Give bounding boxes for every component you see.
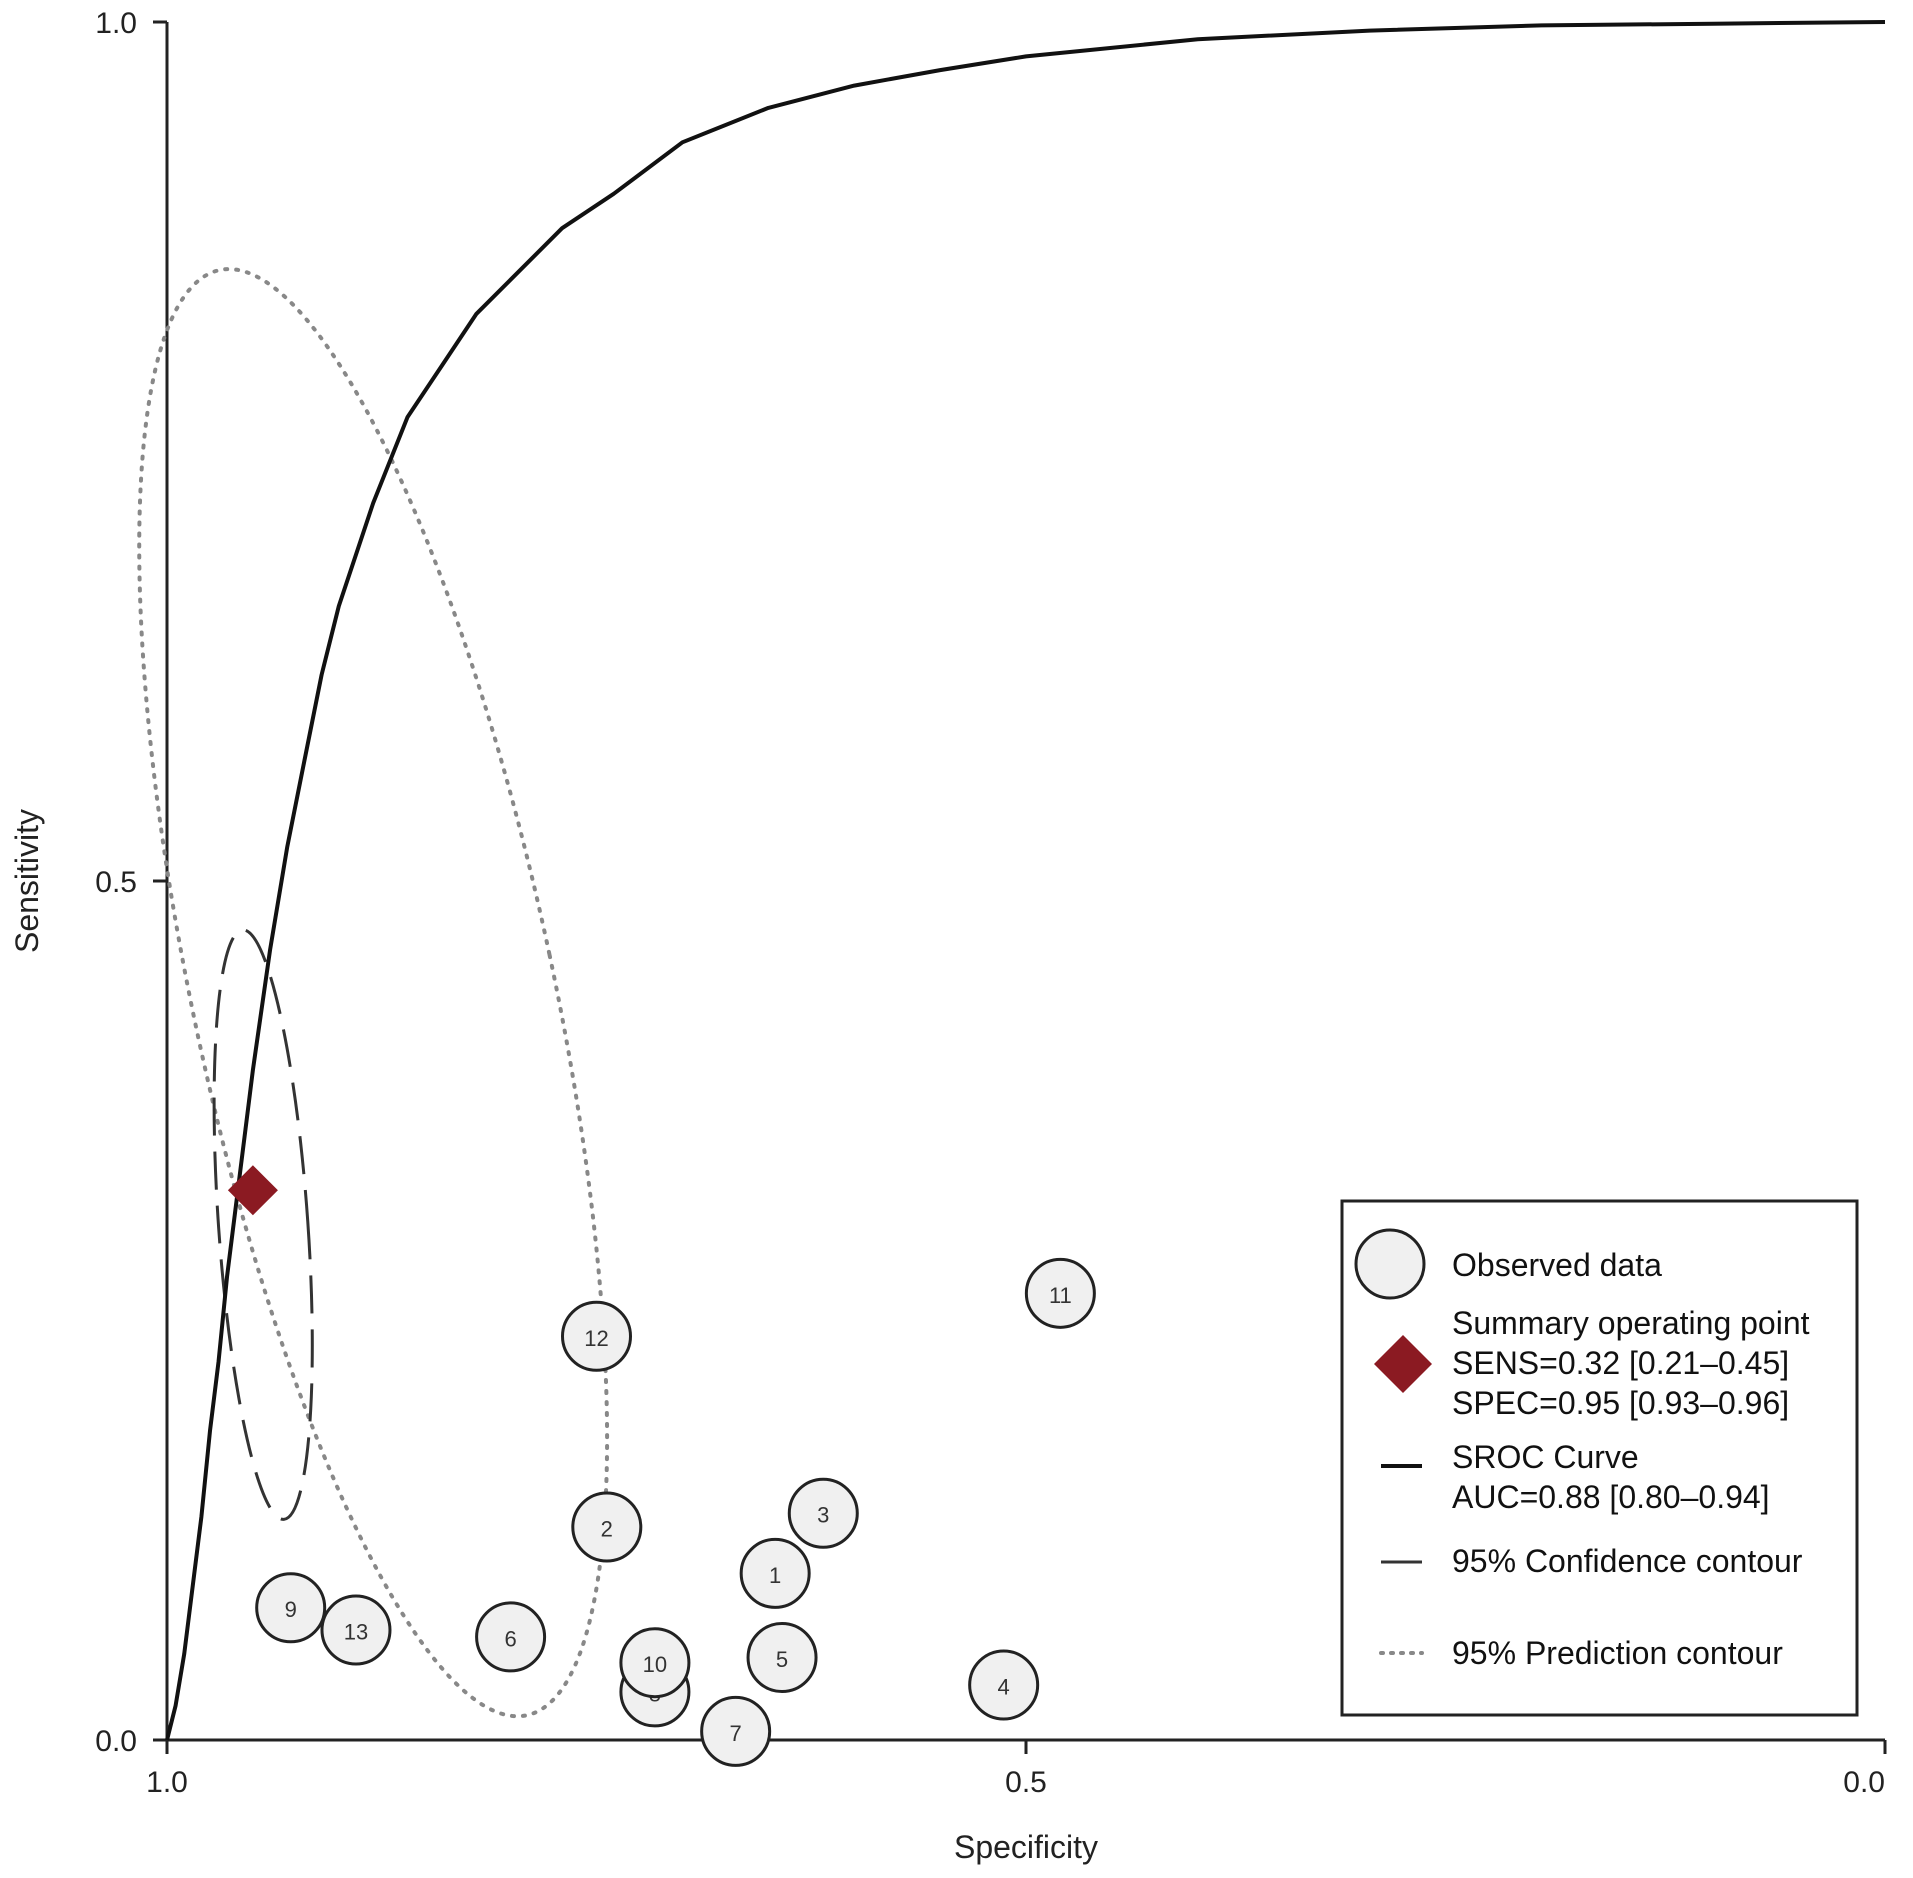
legend-summary-label: Summary operating point xyxy=(1452,1305,1810,1341)
observed-point-label: 5 xyxy=(776,1647,788,1672)
sroc-curve-layer xyxy=(165,20,1886,1741)
observed-point-marker xyxy=(968,1649,1040,1721)
observed-point-marker xyxy=(739,1537,811,1609)
observed-point-label: 2 xyxy=(601,1516,613,1541)
legend-confidence-label: 95% Confidence contour xyxy=(1452,1543,1803,1579)
observed-point-marker xyxy=(1024,1257,1096,1329)
observed-point-label: 6 xyxy=(504,1626,516,1651)
observed-point-marker xyxy=(320,1594,392,1666)
observed-point-marker xyxy=(571,1491,643,1563)
observed-point-label: 11 xyxy=(1049,1283,1072,1308)
legend: Observed data Summary operating point SE… xyxy=(1340,1199,1859,1717)
observed-point-7: 7 xyxy=(700,1695,772,1767)
y-axis-title: Sensitivity xyxy=(9,809,45,953)
observed-point-label: 12 xyxy=(584,1326,608,1351)
observed-point-9: 9 xyxy=(255,1572,327,1644)
observed-point-marker xyxy=(475,1601,547,1673)
x-tick-label: 0.5 xyxy=(1005,1766,1047,1799)
sroc-curve xyxy=(165,20,1886,1741)
legend-box xyxy=(1340,1199,1859,1717)
legend-prediction-label: 95% Prediction contour xyxy=(1452,1635,1783,1671)
observed-point-marker xyxy=(746,1622,818,1694)
observed-point-marker xyxy=(619,1627,691,1699)
observed-points: 12345678910111213 xyxy=(255,1257,1096,1767)
observed-point-11: 11 xyxy=(1024,1257,1096,1329)
legend-summary-icon xyxy=(1374,1335,1432,1393)
observed-point-label: 1 xyxy=(769,1563,781,1588)
summary-layer xyxy=(227,1165,278,1216)
x-axis-title: Specificity xyxy=(954,1829,1098,1865)
observed-point-13: 13 xyxy=(320,1594,392,1666)
prediction-contour xyxy=(137,267,610,1719)
observed-point-marker xyxy=(561,1300,632,1372)
legend-sroc-auc: AUC=0.88 [0.80–0.94] xyxy=(1452,1479,1770,1515)
observed-point-label: 13 xyxy=(344,1620,368,1645)
observed-point-marker xyxy=(255,1572,327,1644)
observed-point-label: 4 xyxy=(998,1675,1010,1700)
confidence-contour xyxy=(212,928,314,1521)
observed-point-3: 3 xyxy=(787,1477,859,1549)
x-tick-label: 0.0 xyxy=(1843,1766,1885,1799)
y-tick-label: 0.5 xyxy=(95,866,137,899)
observed-point-label: 3 xyxy=(817,1503,829,1528)
y-tick-label: 0.0 xyxy=(95,1725,137,1758)
legend-summary-sens: SENS=0.32 [0.21–0.45] xyxy=(1452,1345,1789,1381)
legend-observed-label: Observed data xyxy=(1452,1247,1662,1283)
x-tick-label: 1.0 xyxy=(146,1766,188,1799)
legend-sroc-label: SROC Curve xyxy=(1452,1439,1639,1475)
observed-point-label: 7 xyxy=(730,1721,742,1746)
legend-summary-spec: SPEC=0.95 [0.93–0.96] xyxy=(1452,1385,1789,1421)
observed-point-6: 6 xyxy=(475,1601,547,1673)
observed-point-label: 10 xyxy=(643,1652,667,1677)
contours xyxy=(137,267,610,1719)
legend-observed-icon xyxy=(1354,1228,1426,1300)
observed-point-marker xyxy=(787,1477,859,1549)
summary-operating-point xyxy=(227,1165,278,1216)
observed-point-12: 12 xyxy=(561,1300,632,1372)
observed-point-marker xyxy=(700,1695,772,1767)
observed-point-2: 2 xyxy=(571,1491,643,1563)
observed-point-5: 5 xyxy=(746,1622,818,1694)
observed-point-label: 9 xyxy=(285,1597,297,1622)
ticks: 1.0 0.5 0.0 0.0 0.5 1.0 xyxy=(95,7,1887,1799)
observed-point-10: 10 xyxy=(619,1627,691,1699)
observed-point-4: 4 xyxy=(968,1649,1040,1721)
observed-point-1: 1 xyxy=(739,1537,811,1609)
y-tick-label: 1.0 xyxy=(95,7,137,40)
